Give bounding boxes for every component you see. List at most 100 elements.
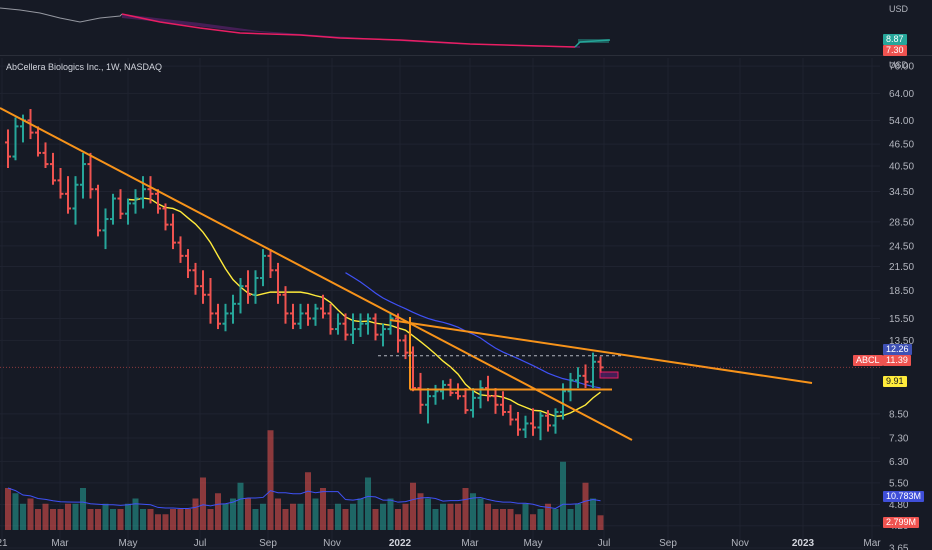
volume-bar [402, 503, 409, 530]
ohlc-bar [245, 270, 251, 304]
volume-bar [267, 430, 274, 530]
price-tick-label: 7.30 [889, 433, 909, 444]
ohlc-bar [12, 117, 19, 161]
grid-lines [0, 58, 880, 549]
volume-bar [200, 477, 206, 530]
volume-bar [57, 509, 64, 530]
time-tick-label: Jul [194, 538, 207, 549]
volume-bar [110, 509, 116, 530]
top-lower-tag: 7.30 [883, 45, 907, 56]
descending-trendline [0, 107, 633, 441]
volume-bar [162, 514, 169, 530]
time-tick-label: Jul [598, 538, 611, 549]
volume-bar [440, 503, 446, 530]
volume-bar [590, 498, 596, 530]
ohlc-bar [582, 364, 589, 389]
volume-bar [290, 503, 296, 530]
ohlc-bar [177, 236, 184, 263]
volume-bar [117, 509, 124, 530]
volume-bar [537, 509, 544, 530]
overlay-lines [127, 197, 601, 417]
time-tick-label: Nov [731, 538, 749, 549]
time-tick-label: Sep [259, 538, 277, 549]
ohlc-bar [207, 278, 214, 324]
volume-bar [470, 493, 476, 530]
volume-bar [545, 503, 551, 530]
ohlc-bar [95, 184, 101, 237]
volume-bar [87, 509, 94, 530]
price-axis: 76.00 64.00 54.00 46.50 40.50 34.50 28.50 24.50… [889, 62, 914, 550]
ohlc-bar [455, 383, 461, 400]
volume-bar [387, 498, 394, 530]
price-tick-label: 28.50 [889, 217, 914, 228]
ohlc-bar [552, 408, 559, 434]
volume-bar [327, 509, 334, 530]
volume-bars [5, 430, 604, 530]
volume-tag: 2.799M [883, 517, 920, 528]
volume-bar [20, 503, 26, 530]
volume-bar [222, 503, 229, 530]
price-tick-label: 8.50 [889, 409, 909, 420]
ohlc-bar [140, 176, 146, 209]
ohlc-bar [425, 388, 431, 424]
top-indicator-pane [0, 7, 611, 48]
ohlc-bar [65, 176, 71, 214]
ohlc-bar [597, 356, 604, 373]
ohlc-bar [275, 262, 281, 304]
ohlc-bar [297, 303, 304, 330]
ohlc-bar [372, 313, 379, 341]
ma-value-tag: 12.26 [883, 344, 912, 355]
volume-bar [245, 498, 251, 530]
ohlc-bar [537, 411, 544, 441]
ohlc-bar [155, 189, 161, 214]
volume-bar [50, 509, 56, 530]
volume-bar [507, 509, 514, 530]
time-tick-label: Mar [461, 538, 479, 549]
ohlc-bar [80, 152, 86, 199]
volume-bar [597, 515, 604, 530]
volume-bar [260, 503, 266, 530]
volume-bar [147, 509, 154, 530]
ohlc-bar [477, 380, 484, 409]
price-tick-label: 34.50 [889, 187, 914, 198]
ohlc-bar [462, 388, 469, 414]
volume-bar [365, 477, 371, 530]
ohlc-bar [567, 372, 574, 402]
ohlc-bar [50, 152, 56, 185]
price-tick-label: 18.50 [889, 286, 914, 297]
volume-bar [155, 514, 161, 530]
price-tick-label: 54.00 [889, 116, 914, 127]
volume-ma-tag: 10.783M [883, 491, 925, 502]
ohlc-bar [282, 286, 289, 324]
position-box [599, 371, 619, 379]
time-tick-label: 21 [0, 538, 8, 549]
time-tick-label: 2023 [792, 538, 815, 549]
volume-bar [282, 509, 289, 530]
symbol-title: AbCellera Biologics Inc., 1W, NASDAQ [6, 62, 163, 72]
ohlc-bar [432, 384, 439, 405]
volume-bar [485, 503, 491, 530]
top-pane-line-gray [0, 7, 123, 23]
volume-bar [342, 509, 349, 530]
volume-bar [552, 509, 559, 530]
ohlc-bar [147, 176, 154, 204]
volume-bar [500, 509, 506, 530]
volume-bar [575, 503, 581, 530]
price-tick-label: 5.50 [889, 478, 909, 489]
price-tick-label: 40.50 [889, 162, 914, 173]
ohlc-bar [252, 270, 259, 304]
volume-bar [417, 493, 424, 530]
volume-bar [35, 509, 41, 530]
ohlc-bar [215, 303, 221, 330]
volume-bar [297, 503, 304, 530]
trendlines [0, 107, 880, 441]
ohlc-bar [530, 408, 536, 436]
ohlc-bar [380, 323, 386, 347]
price-tick-label: 13.50 [889, 336, 914, 347]
ohlc-bar [335, 313, 341, 335]
pane-divider[interactable] [0, 55, 932, 56]
ohlc-bar [515, 411, 521, 436]
ohlc-bar [522, 415, 529, 438]
volume-bar [560, 461, 566, 530]
